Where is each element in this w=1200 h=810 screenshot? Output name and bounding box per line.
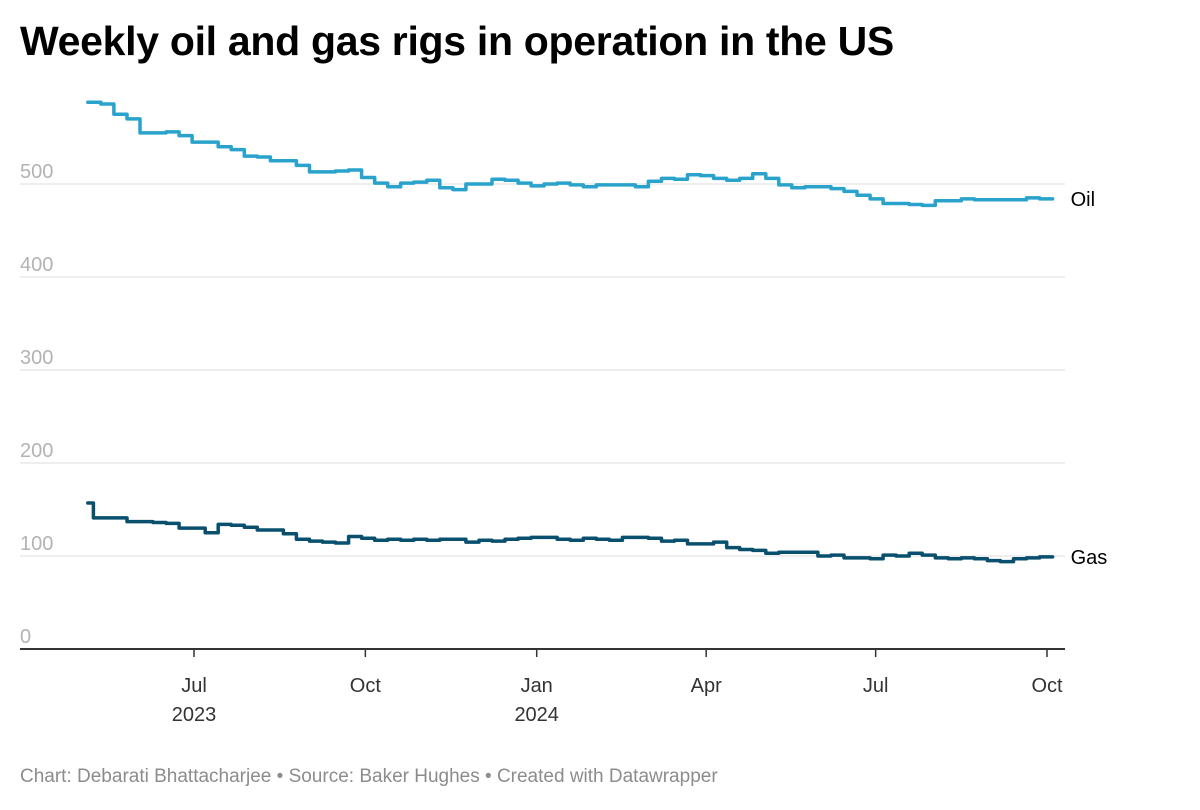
x-tick-label: Oct: [350, 675, 382, 697]
series-label-oil: Oil: [1071, 189, 1095, 211]
y-tick-label-400: 400: [20, 254, 53, 276]
y-tick-label-200: 200: [20, 440, 53, 462]
y-tick-label-300: 300: [20, 347, 53, 369]
series-label-gas: Gas: [1071, 547, 1108, 569]
x-tick-year-label: 2024: [514, 704, 559, 726]
x-tick-label: Apr: [691, 675, 722, 697]
page-title: Weekly oil and gas rigs in operation in …: [20, 18, 894, 64]
x-tick-label: Jul: [863, 675, 889, 697]
y-axis-tick-labels: 0 100 200 300 400 500: [20, 161, 53, 648]
x-tick-label: Oct: [1031, 675, 1063, 697]
y-tick-label-500: 500: [20, 161, 53, 183]
series-labels: Oil Gas: [1071, 189, 1108, 569]
x-tick-label: Jan: [521, 675, 553, 697]
gridlines: [20, 183, 1065, 557]
series-line-gas: [86, 501, 1055, 564]
footer-credit: Chart: Debarati Bhattacharjee • Source: …: [20, 766, 718, 787]
series-lines: [86, 100, 1055, 564]
y-tick-label-0: 0: [20, 626, 31, 648]
x-tick-year-label: 2023: [172, 704, 217, 726]
x-axis: Jul 2023 Oct Jan 2024 Apr Jul Oct: [20, 648, 1065, 726]
series-line-oil: [86, 100, 1055, 208]
x-tick-label: Jul: [181, 675, 207, 697]
y-tick-label-100: 100: [20, 533, 53, 555]
